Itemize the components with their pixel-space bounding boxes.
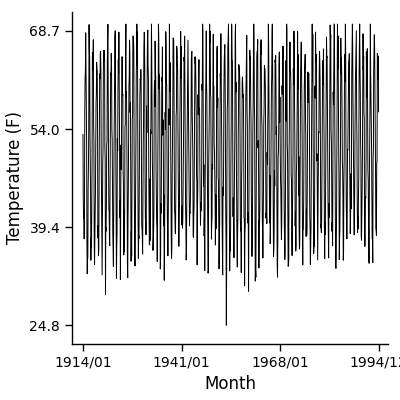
X-axis label: Month: Month — [204, 375, 256, 393]
Y-axis label: Temperature (F): Temperature (F) — [6, 112, 24, 244]
